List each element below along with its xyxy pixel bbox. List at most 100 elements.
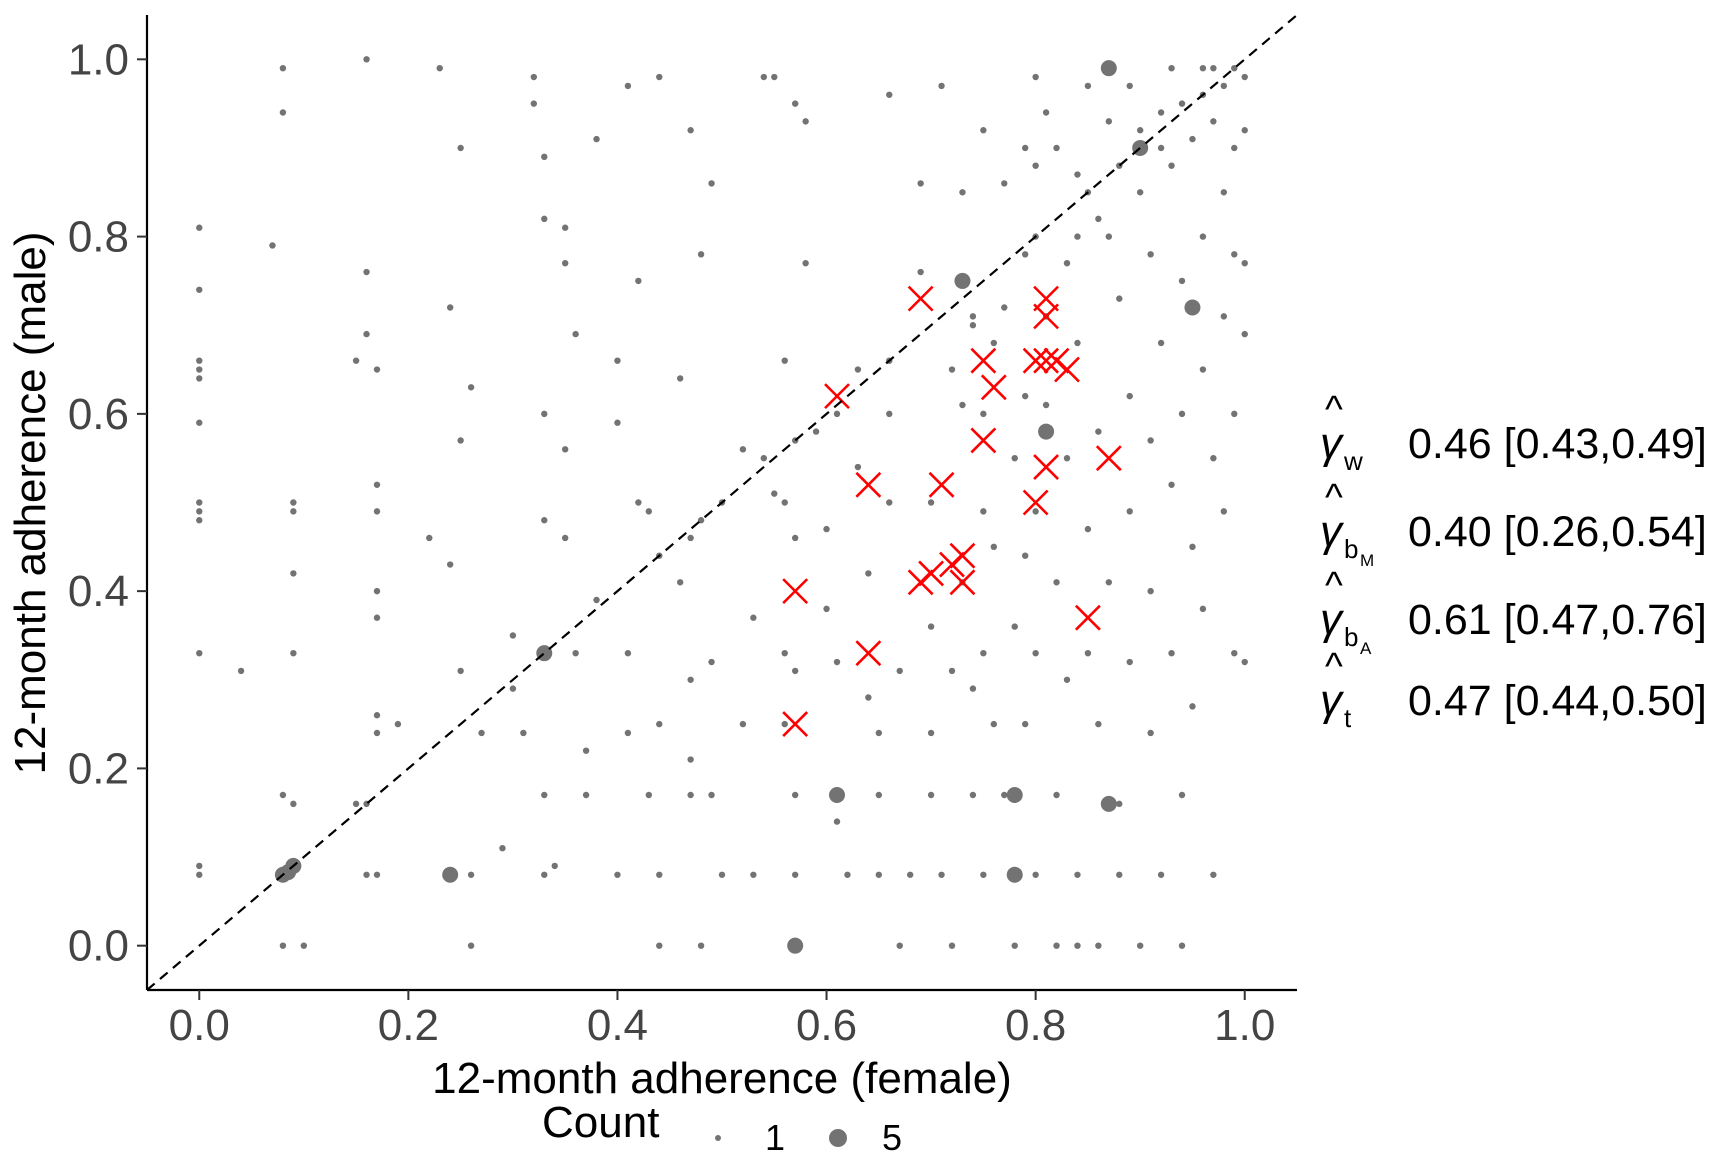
- data-point: [1241, 73, 1248, 81]
- data-point: [1084, 649, 1092, 657]
- stat-value: 0.40 [0.26,0.54]: [1408, 508, 1707, 556]
- data-point: [771, 73, 778, 81]
- data-point: [1189, 703, 1196, 710]
- data-point: [833, 818, 841, 825]
- data-point: [1126, 508, 1133, 515]
- data-point: [739, 446, 747, 453]
- data-point: [1231, 649, 1238, 657]
- data-point: [980, 508, 987, 515]
- data-point: [1241, 127, 1248, 134]
- data-point: [1126, 658, 1133, 666]
- data-point-count-large: [829, 787, 845, 803]
- data-point: [373, 871, 381, 878]
- data-point: [791, 667, 799, 675]
- data-point: [781, 720, 788, 728]
- data-point: [269, 242, 276, 249]
- cluster-cross-marker: [824, 383, 850, 410]
- data-point: [676, 579, 684, 586]
- data-point: [541, 871, 548, 878]
- stat-value: 0.47 [0.44,0.50]: [1408, 677, 1707, 725]
- y-tick-label: 0.6: [68, 390, 129, 439]
- data-point: [352, 800, 360, 808]
- cluster-cross-marker: [1022, 489, 1049, 516]
- data-point: [1095, 215, 1102, 223]
- data-point: [373, 587, 381, 595]
- data-point: [718, 871, 726, 878]
- data-point: [1178, 791, 1186, 799]
- data-point: [990, 339, 998, 347]
- data-point: [760, 73, 768, 81]
- data-point: [938, 871, 945, 878]
- data-point: [1095, 720, 1102, 728]
- data-point: [823, 605, 830, 613]
- data-point: [1084, 82, 1092, 90]
- x-tick-label: 0.2: [378, 1001, 439, 1050]
- data-point: [572, 649, 579, 657]
- cluster-cross-marker: [855, 471, 882, 498]
- data-point: [1032, 73, 1039, 81]
- data-point: [1116, 871, 1123, 878]
- cluster-cross-marker: [970, 347, 997, 374]
- data-point: [373, 366, 381, 373]
- data-point: [541, 410, 548, 418]
- legend-label-1: 1: [765, 1117, 785, 1152]
- data-point: [446, 561, 454, 568]
- data-point: [708, 658, 715, 666]
- data-point: [446, 304, 454, 311]
- data-point: [990, 543, 998, 551]
- data-point: [708, 791, 715, 799]
- data-point: [917, 180, 924, 187]
- stat-subsubscript: M: [1360, 551, 1374, 570]
- hat-symbol: ^: [1325, 389, 1343, 431]
- data-point: [781, 357, 788, 364]
- data-point: [624, 82, 632, 90]
- data-point-count-large: [442, 866, 459, 883]
- data-point: [509, 685, 517, 692]
- cluster-cross-marker: [918, 560, 945, 587]
- data-point: [561, 224, 569, 231]
- legend-key-1: [715, 1135, 721, 1141]
- data-point: [791, 534, 799, 542]
- cluster-cross-marker: [1095, 445, 1122, 472]
- data-point: [196, 224, 203, 231]
- data-point: [1231, 410, 1238, 418]
- data-point: [697, 517, 705, 524]
- data-point-count-large: [1100, 795, 1117, 812]
- data-point: [875, 729, 883, 737]
- data-point: [1178, 277, 1186, 285]
- data-point: [1220, 313, 1228, 320]
- data-point: [656, 871, 663, 878]
- data-point: [1021, 144, 1029, 152]
- data-point: [969, 685, 977, 692]
- data-point: [541, 791, 548, 799]
- data-point: [1231, 144, 1238, 152]
- data-point: [279, 109, 287, 116]
- y-tick-label: 0.8: [68, 213, 129, 262]
- data-point: [1074, 871, 1081, 878]
- data-point: [927, 729, 935, 737]
- data-point: [1011, 623, 1018, 630]
- data-point: [541, 517, 548, 524]
- data-point: [352, 357, 360, 364]
- hat-symbol: ^: [1325, 646, 1343, 688]
- data-point-count-large: [1038, 423, 1055, 440]
- y-tick-label: 0.4: [68, 567, 129, 616]
- data-point: [969, 322, 977, 329]
- identity-reference-line: [146, 14, 1298, 991]
- y-ticks: 0.0 0.2 0.4 0.6 0.8 1.0: [68, 35, 147, 971]
- data-point: [1021, 552, 1029, 559]
- data-point: [1063, 454, 1071, 462]
- data-point: [373, 729, 381, 737]
- data-point: [938, 82, 945, 90]
- data-point: [854, 463, 862, 471]
- data-point: [1168, 64, 1175, 72]
- data-point: [290, 649, 297, 657]
- data-point: [645, 791, 653, 799]
- data-point: [373, 712, 381, 719]
- data-point: [1074, 942, 1081, 949]
- data-point: [1063, 259, 1071, 267]
- stat-row: ^γ b M 0.40 [0.26,0.54]: [1320, 477, 1707, 570]
- y-tick-label: 1.0: [68, 35, 129, 84]
- data-point: [854, 366, 862, 373]
- data-point: [1241, 259, 1248, 267]
